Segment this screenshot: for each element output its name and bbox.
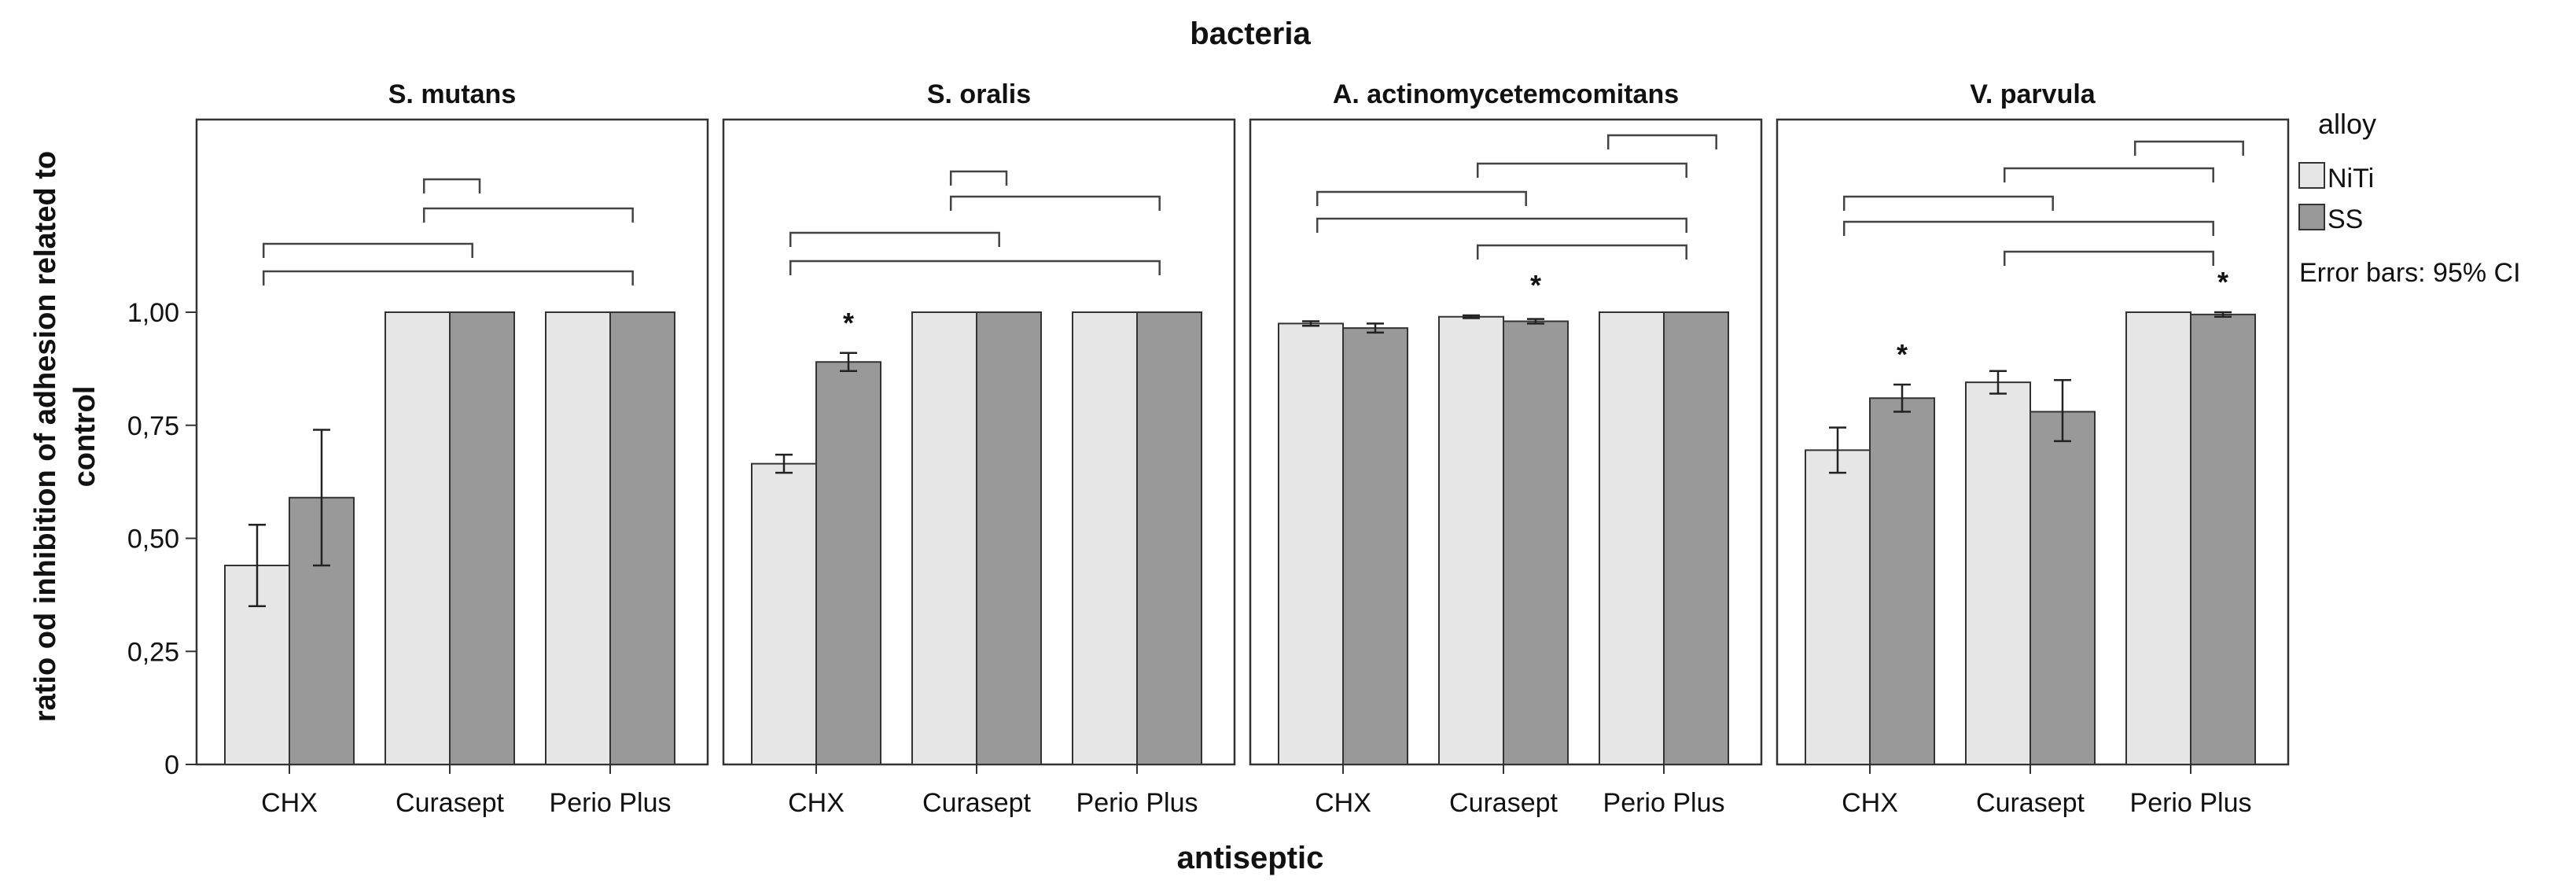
comparison-bracket <box>262 270 634 285</box>
comparison-bracket <box>1476 244 1687 260</box>
bar-ss <box>815 361 881 765</box>
y-axis: 0 0,25 0,50 0,75 1,00 <box>127 298 197 780</box>
comparison-bracket <box>949 170 1008 186</box>
significance-star: * <box>843 307 854 339</box>
bar-ss <box>1869 397 1935 765</box>
comparison-bracket <box>1842 220 2214 236</box>
panel-2: S. oralis CHX Curasept Perio Plus * <box>722 79 1236 818</box>
legend-label-ss: SS <box>2328 204 2363 234</box>
x-tick-label: CHX <box>788 788 845 818</box>
comparison-bracket <box>1476 162 1687 178</box>
bar-niti <box>1072 311 1138 765</box>
bar-ss <box>2030 411 2096 765</box>
x-tick-label: Perio Plus <box>550 788 672 818</box>
bar-ss <box>1342 327 1408 765</box>
comparison-bracket <box>422 207 634 223</box>
comparison-bracket <box>789 231 1000 247</box>
comparison-bracket <box>789 260 1161 275</box>
x-tick-label: Curasept <box>1976 788 2085 818</box>
comparison-bracket <box>1316 190 1527 206</box>
panel-title: A. actinomycetemcomitans <box>1333 79 1679 109</box>
x-tick-label: Curasept <box>922 788 1032 818</box>
bar-niti <box>1965 381 2031 765</box>
comparison-bracket <box>1842 195 2054 211</box>
bar-ss <box>1136 311 1202 765</box>
x-tick-label: Perio Plus <box>1603 788 1725 818</box>
legend-swatch-ss <box>2298 204 2325 230</box>
comparison-bracket <box>1316 217 1687 233</box>
bar-niti <box>385 311 451 765</box>
legend-swatch-niti <box>2298 162 2325 189</box>
bar-ss <box>449 311 515 765</box>
chart-title: bacteria <box>1190 17 1311 51</box>
y-tick-label: 0 <box>164 750 179 780</box>
comparison-bracket <box>2003 167 2214 182</box>
bar-ss <box>609 311 675 765</box>
x-tick-label: CHX <box>1842 788 1898 818</box>
bar-niti <box>545 311 611 765</box>
error-bar-note: Error bars: 95% CI <box>2299 258 2521 288</box>
comparison-bracket <box>1606 134 1717 149</box>
x-tick-label: Curasept <box>1449 788 1558 818</box>
y-axis-label-line-2: control <box>68 386 101 488</box>
bar-ss <box>2190 313 2256 765</box>
panel-title: S. mutans <box>388 79 516 109</box>
y-axis-label-line-1: ratio od inhibition of adhesion related … <box>29 151 62 722</box>
bar-ss <box>1503 320 1569 765</box>
panel-4: V. parvula CHX Curasept Perio Plus * * <box>1776 79 2290 818</box>
legend-label-niti: NiTi <box>2328 164 2374 193</box>
bar-ss <box>976 311 1042 765</box>
significance-star: * <box>1897 338 1908 370</box>
bar-niti <box>911 311 977 765</box>
y-tick-label: 0,25 <box>127 637 179 667</box>
bar-niti <box>1805 449 1871 765</box>
x-axis-label: antiseptic <box>1177 841 1324 875</box>
bar-niti <box>224 565 290 765</box>
x-tick-label: Perio Plus <box>1076 788 1198 818</box>
bar-niti <box>2125 311 2191 765</box>
comparison-bracket <box>262 242 473 258</box>
x-tick-label: CHX <box>261 788 318 818</box>
legend-title: alloy <box>2318 108 2376 140</box>
y-tick-label: 0,50 <box>127 525 179 554</box>
y-tick-label: 1,00 <box>127 298 179 328</box>
bar-niti <box>1599 311 1665 765</box>
significance-star: * <box>1530 269 1541 301</box>
comparison-bracket <box>422 178 481 193</box>
comparison-bracket <box>2003 250 2214 266</box>
comparison-bracket <box>949 195 1161 211</box>
x-tick-label: Curasept <box>396 788 505 818</box>
x-tick-label: CHX <box>1315 788 1371 818</box>
bar-niti <box>1438 315 1504 765</box>
panel-3: A. actinomycetemcomitans CHX Curasept Perio… <box>1249 79 1763 818</box>
bar-niti <box>751 462 817 765</box>
panel-title: V. parvula <box>1970 79 2096 109</box>
bar-niti <box>1278 322 1344 765</box>
bar-ss <box>1663 311 1729 765</box>
panel-title: S. oralis <box>927 79 1031 109</box>
x-tick-label: Perio Plus <box>2130 788 2252 818</box>
y-tick-label: 0,75 <box>127 411 179 441</box>
significance-star: * <box>2217 266 2228 298</box>
panel-1: S. mutans CHX Curasept Perio Plus <box>195 79 709 818</box>
comparison-bracket <box>2133 140 2244 156</box>
chart-panels: 0 0,25 0,50 0,75 1,00 S. mutans CHX Curasept Per… <box>127 79 2290 818</box>
